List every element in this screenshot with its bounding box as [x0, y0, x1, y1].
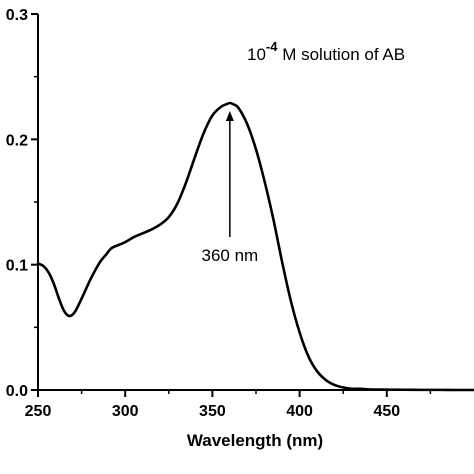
x-tick-label: 250 — [25, 403, 52, 420]
axes — [37, 14, 474, 391]
y-tick-label: 0.3 — [6, 7, 28, 24]
peak-arrow-head — [225, 110, 234, 121]
x-tick-label: 400 — [286, 403, 313, 420]
ticks — [31, 13, 432, 397]
absorbance-series-line — [36, 101, 474, 392]
peak-label: 360 nm — [201, 246, 258, 265]
legend-text: 10-4 M solution of AB — [247, 39, 405, 64]
legend-suffix: M solution of AB — [277, 45, 405, 64]
y-tick-label: 0.1 — [6, 258, 28, 275]
legend-prefix: 10 — [247, 45, 266, 64]
legend-superscript: -4 — [266, 39, 278, 54]
x-tick-label: 350 — [199, 403, 226, 420]
x-tick-label: 450 — [373, 403, 400, 420]
tick-labels: 250 300 350 400 450 0.0 0.1 0.2 0.3 — [6, 7, 400, 420]
y-tick-label: 0.2 — [6, 132, 28, 149]
x-tick-label: 300 — [112, 403, 139, 420]
x-axis-title: Wavelength (nm) — [187, 431, 323, 450]
y-tick-label: 0.0 — [6, 383, 28, 400]
peak-arrow — [225, 110, 234, 238]
